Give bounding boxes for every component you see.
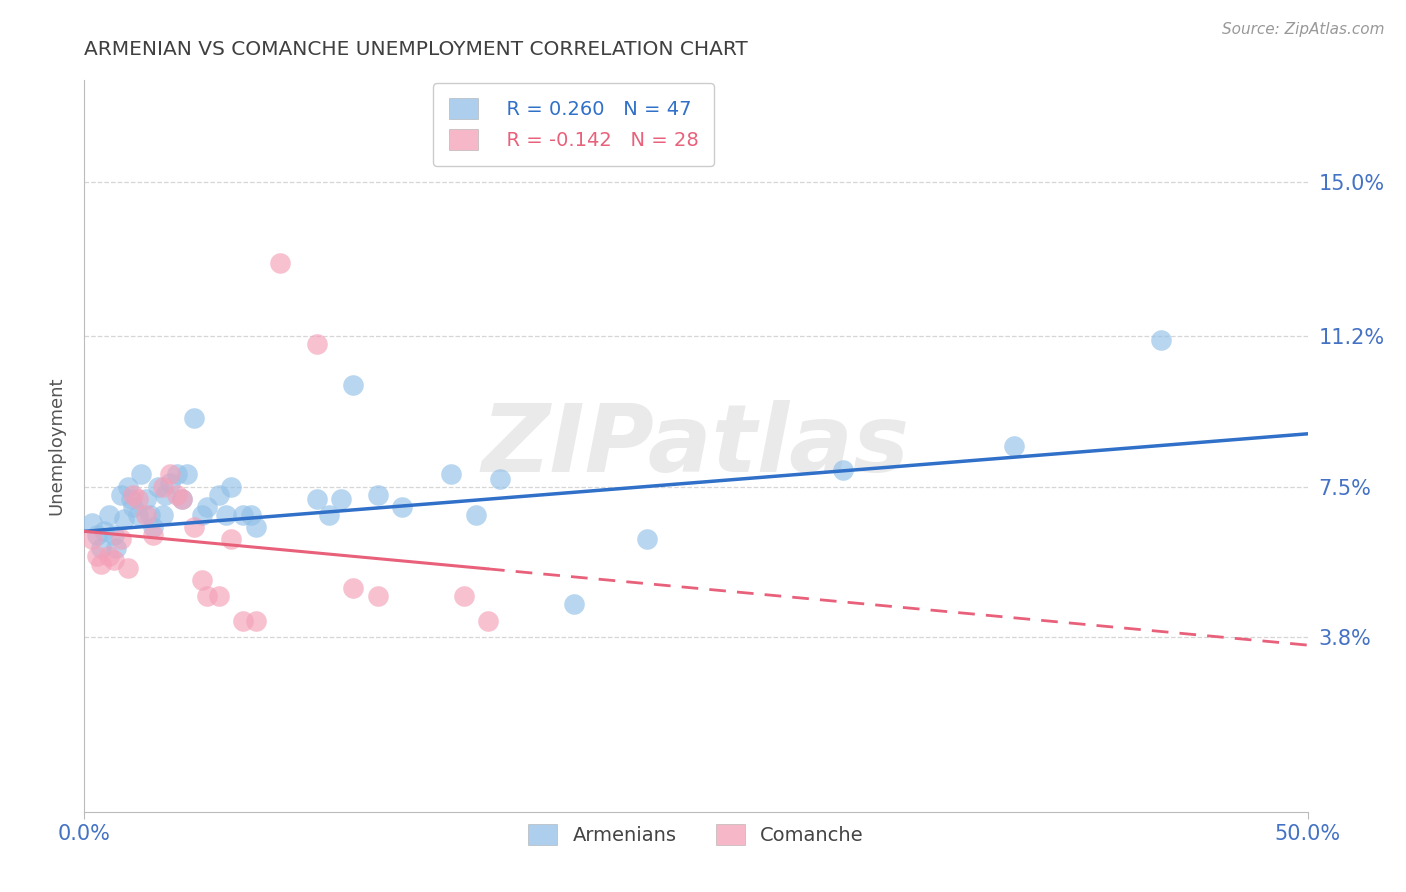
Point — [172, 491, 194, 506]
Point — [146, 480, 169, 494]
Point — [159, 467, 181, 482]
Point — [90, 541, 112, 555]
Point — [166, 488, 188, 502]
Point — [139, 508, 162, 522]
Point — [208, 488, 231, 502]
Point — [80, 516, 103, 531]
Point — [464, 508, 486, 522]
Point — [636, 533, 658, 547]
Y-axis label: Unemployment: Unemployment — [48, 376, 66, 516]
Point — [166, 467, 188, 482]
Point — [105, 541, 128, 555]
Point — [135, 508, 157, 522]
Point — [367, 590, 389, 604]
Point — [191, 573, 214, 587]
Point — [152, 508, 174, 522]
Point — [122, 488, 145, 502]
Point — [232, 508, 254, 522]
Point — [103, 528, 125, 542]
Point — [342, 378, 364, 392]
Point — [239, 508, 262, 522]
Point — [269, 256, 291, 270]
Point — [117, 480, 139, 494]
Point — [232, 614, 254, 628]
Point — [153, 488, 176, 502]
Point — [305, 491, 328, 506]
Point — [117, 561, 139, 575]
Point — [80, 533, 103, 547]
Point — [305, 337, 328, 351]
Point — [245, 614, 267, 628]
Point — [318, 508, 340, 522]
Point — [195, 590, 218, 604]
Point — [330, 491, 353, 506]
Point — [122, 500, 145, 514]
Point — [183, 520, 205, 534]
Point — [219, 533, 242, 547]
Point — [245, 520, 267, 534]
Point — [142, 528, 165, 542]
Point — [127, 491, 149, 506]
Point — [1150, 334, 1173, 348]
Point — [93, 524, 115, 539]
Point — [440, 467, 463, 482]
Point — [367, 488, 389, 502]
Point — [86, 528, 108, 542]
Point — [129, 467, 152, 482]
Point — [110, 488, 132, 502]
Point — [172, 491, 194, 506]
Point — [477, 614, 499, 628]
Text: ARMENIAN VS COMANCHE UNEMPLOYMENT CORRELATION CHART: ARMENIAN VS COMANCHE UNEMPLOYMENT CORREL… — [84, 40, 748, 59]
Point — [90, 557, 112, 571]
Point — [183, 410, 205, 425]
Point — [342, 581, 364, 595]
Point — [208, 590, 231, 604]
Point — [103, 553, 125, 567]
Point — [152, 480, 174, 494]
Point — [195, 500, 218, 514]
Point — [391, 500, 413, 514]
Point — [135, 491, 157, 506]
Point — [159, 475, 181, 490]
Point — [86, 549, 108, 563]
Point — [562, 598, 585, 612]
Point — [831, 463, 853, 477]
Point — [127, 508, 149, 522]
Point — [120, 491, 142, 506]
Point — [112, 512, 135, 526]
Point — [219, 480, 242, 494]
Text: ZIPatlas: ZIPatlas — [482, 400, 910, 492]
Point — [110, 533, 132, 547]
Point — [97, 549, 120, 563]
Point — [489, 471, 512, 485]
Point — [215, 508, 238, 522]
Point — [142, 520, 165, 534]
Text: Source: ZipAtlas.com: Source: ZipAtlas.com — [1222, 22, 1385, 37]
Legend: Armenians, Comanche: Armenians, Comanche — [520, 816, 872, 854]
Point — [1002, 439, 1025, 453]
Point — [191, 508, 214, 522]
Point — [453, 590, 475, 604]
Point — [97, 508, 120, 522]
Point — [176, 467, 198, 482]
